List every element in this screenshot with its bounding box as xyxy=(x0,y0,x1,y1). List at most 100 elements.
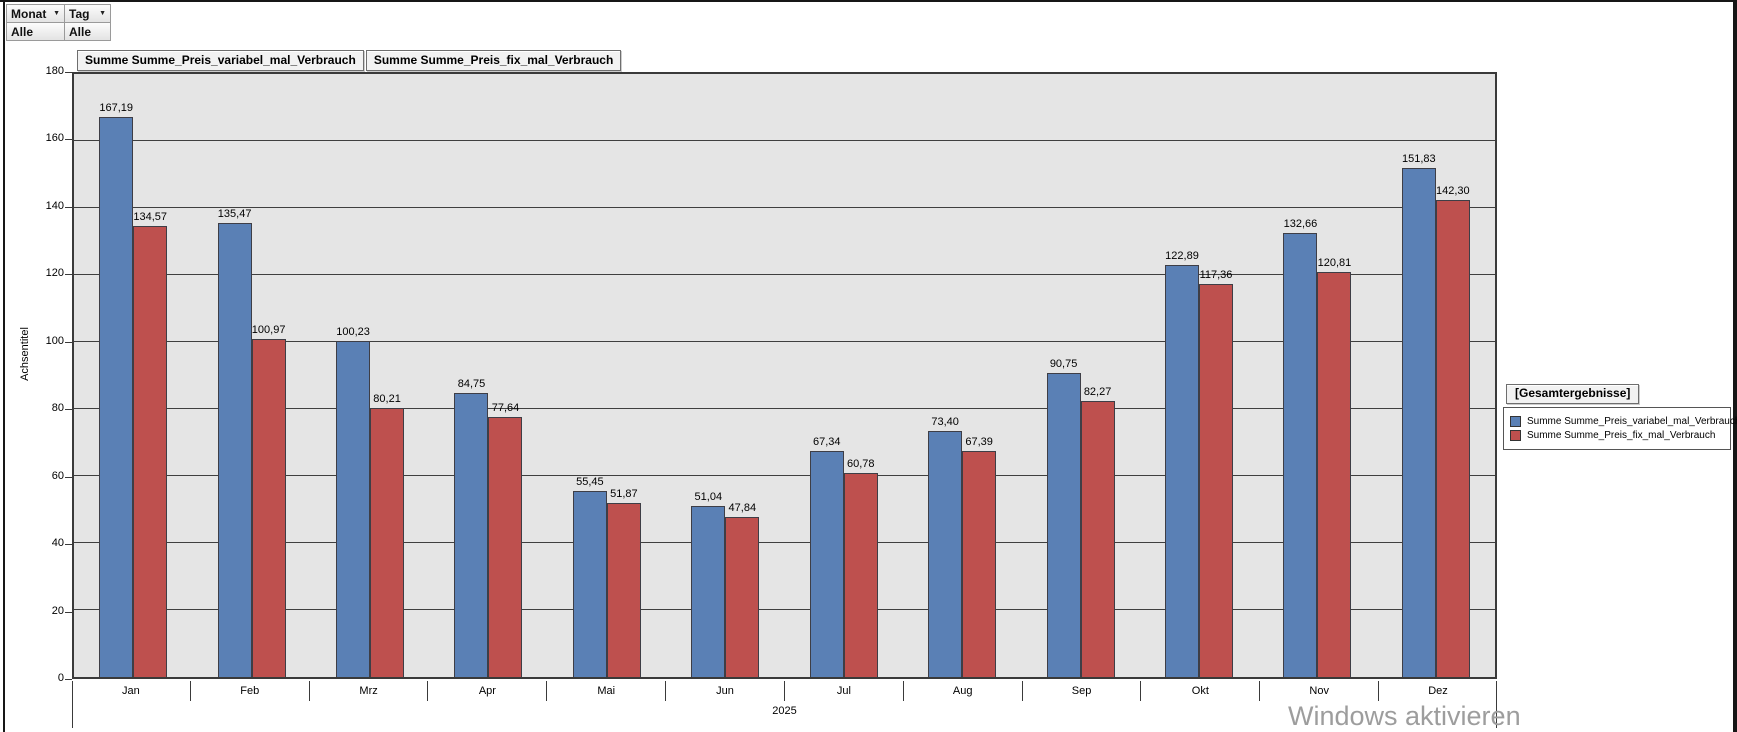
legend-title-button[interactable]: [Gesamtergebnisse] xyxy=(1506,384,1640,404)
dropdown-arrow-icon[interactable]: ▼ xyxy=(99,10,106,17)
y-tick-mark xyxy=(65,409,72,411)
data-label-variabel-okt: 122,89 xyxy=(1165,250,1199,263)
bar-fix-feb[interactable] xyxy=(251,338,286,677)
bar-variabel-jan[interactable] xyxy=(99,116,134,677)
y-tick-label-180: 180 xyxy=(45,65,64,77)
y-tick-label-40: 40 xyxy=(51,537,64,550)
bar-variabel-apr[interactable] xyxy=(454,393,489,677)
bar-variabel-dez[interactable] xyxy=(1401,168,1436,677)
data-label-variabel-jan: 167,19 xyxy=(99,101,134,114)
data-label-variabel-feb: 135,47 xyxy=(217,208,252,221)
gridline-80 xyxy=(74,408,1495,410)
category-jan: 167,19 134,57 xyxy=(74,74,192,677)
legend-entry-label: Summe Summe_Preis_variabel_mal_Verbrauch xyxy=(1527,416,1737,427)
bar-fix-dez[interactable] xyxy=(1435,200,1470,677)
x-axis-left-boundary xyxy=(72,681,73,728)
bar-fix-okt[interactable] xyxy=(1199,283,1233,677)
bar-variabel-mrz[interactable] xyxy=(336,341,371,677)
field-button-preis-variabel[interactable]: Summe Summe_Preis_variabel_mal_Verbrauch xyxy=(77,50,364,71)
category-okt: 122,89 117,36 xyxy=(1140,74,1258,677)
gridline-140 xyxy=(74,207,1495,208)
category-jun: 51,04 47,84 xyxy=(666,74,784,677)
data-label-variabel-apr: 84,75 xyxy=(457,378,486,391)
category-mrz: 100,23 80,21 xyxy=(311,74,429,677)
y-tick-mark xyxy=(65,72,72,73)
x-axis-label-jan: Jan xyxy=(72,681,191,701)
bar-fix-mai[interactable] xyxy=(606,503,641,677)
data-label-fix-jan: 134,57 xyxy=(133,211,168,224)
data-label-variabel-jul: 67,34 xyxy=(812,436,841,449)
dropdown-arrow-icon[interactable]: ▼ xyxy=(53,10,60,17)
data-label-fix-nov: 120,81 xyxy=(1317,257,1352,270)
y-tick-mark xyxy=(65,206,72,208)
legend-swatch-icon xyxy=(1510,430,1521,441)
legend-swatch-icon xyxy=(1510,416,1521,427)
y-tick-label-160: 160 xyxy=(45,132,64,145)
x-axis-label-feb: Feb xyxy=(191,681,310,701)
filter-field-tag[interactable]: Tag ▼ xyxy=(64,4,111,23)
category-sep: 90,75 82,27 xyxy=(1021,74,1139,677)
x-axis-label-sep: Sep xyxy=(1023,681,1142,701)
field-button-preis-fix[interactable]: Summe Summe_Preis_fix_mal_Verbrauch xyxy=(365,50,622,71)
data-label-fix-aug: 67,39 xyxy=(965,436,993,449)
x-axis-label-okt: Okt xyxy=(1141,681,1261,701)
series-field-buttons: Summe Summe_Preis_variabel_mal_Verbrauch… xyxy=(77,50,622,71)
data-label-fix-dez: 142,30 xyxy=(1436,185,1470,198)
legend: Summe Summe_Preis_variabel_mal_Verbrauch… xyxy=(1503,407,1737,450)
y-tick-mark xyxy=(65,476,72,478)
gridline-40 xyxy=(74,542,1495,544)
bar-variabel-jun[interactable] xyxy=(691,506,726,677)
data-label-fix-sep: 82,27 xyxy=(1083,386,1112,399)
x-axis-label-apr: Apr xyxy=(428,681,548,701)
y-tick-label-0: 0 xyxy=(57,672,64,684)
data-label-fix-jul: 60,78 xyxy=(846,458,875,471)
bar-variabel-jul[interactable] xyxy=(809,451,844,677)
filter-value-monat[interactable]: Alle xyxy=(6,22,65,41)
data-label-fix-jun: 47,84 xyxy=(728,501,757,514)
y-tick-mark xyxy=(65,341,72,343)
x-axis-label-jun: Jun xyxy=(666,681,785,701)
bar-fix-mrz[interactable] xyxy=(370,408,405,677)
bar-fix-nov[interactable] xyxy=(1317,272,1352,677)
bar-fix-aug[interactable] xyxy=(962,451,997,677)
pivot-filter-block: Monat ▼ Tag ▼ Alle Alle xyxy=(6,4,111,41)
chart-border-right xyxy=(1733,0,1737,732)
data-label-fix-okt: 117,36 xyxy=(1199,268,1233,281)
bar-variabel-sep[interactable] xyxy=(1046,373,1081,677)
y-tick-mark xyxy=(65,679,72,680)
windows-activation-watermark: Windows aktivieren xyxy=(1288,701,1521,731)
y-tick-label-120: 120 xyxy=(45,267,64,280)
gridline-60 xyxy=(74,475,1495,476)
category-nov: 132,66 120,81 xyxy=(1258,74,1376,677)
y-tick-mark xyxy=(65,139,72,141)
bar-variabel-okt[interactable] xyxy=(1165,265,1199,677)
bar-variabel-feb[interactable] xyxy=(217,223,252,677)
y-tick-mark xyxy=(65,274,72,276)
category-feb: 135,47 100,97 xyxy=(192,74,310,677)
y-axis-title: Achsentitel xyxy=(19,327,31,381)
bar-fix-jun[interactable] xyxy=(725,516,760,677)
bar-fix-apr[interactable] xyxy=(488,416,523,677)
filter-value-tag[interactable]: Alle xyxy=(64,22,111,41)
chart-border-top xyxy=(0,0,1737,2)
category-mai: 55,45 51,87 xyxy=(548,74,666,677)
x-axis-label-mrz: Mrz xyxy=(310,681,429,701)
bar-variabel-aug[interactable] xyxy=(928,431,963,677)
data-label-variabel-aug: 73,40 xyxy=(931,416,959,429)
gridline-100 xyxy=(74,341,1495,342)
bar-variabel-mai[interactable] xyxy=(572,491,607,677)
bar-fix-jan[interactable] xyxy=(133,226,168,677)
bar-fix-jul[interactable] xyxy=(843,473,878,677)
y-tick-mark xyxy=(65,544,72,546)
filter-field-tag-label: Tag xyxy=(69,7,90,21)
bar-variabel-nov[interactable] xyxy=(1283,232,1318,677)
category-apr: 84,75 77,64 xyxy=(429,74,547,677)
data-label-fix-mrz: 80,21 xyxy=(373,393,401,406)
data-label-variabel-mai: 55,45 xyxy=(576,476,604,489)
y-tick-label-60: 60 xyxy=(51,469,64,482)
x-axis-label-jul: Jul xyxy=(785,681,904,701)
data-label-fix-mai: 51,87 xyxy=(610,488,638,501)
filter-field-monat[interactable]: Monat ▼ xyxy=(6,4,65,23)
bar-fix-sep[interactable] xyxy=(1080,401,1115,677)
chart-border-left xyxy=(3,0,5,732)
